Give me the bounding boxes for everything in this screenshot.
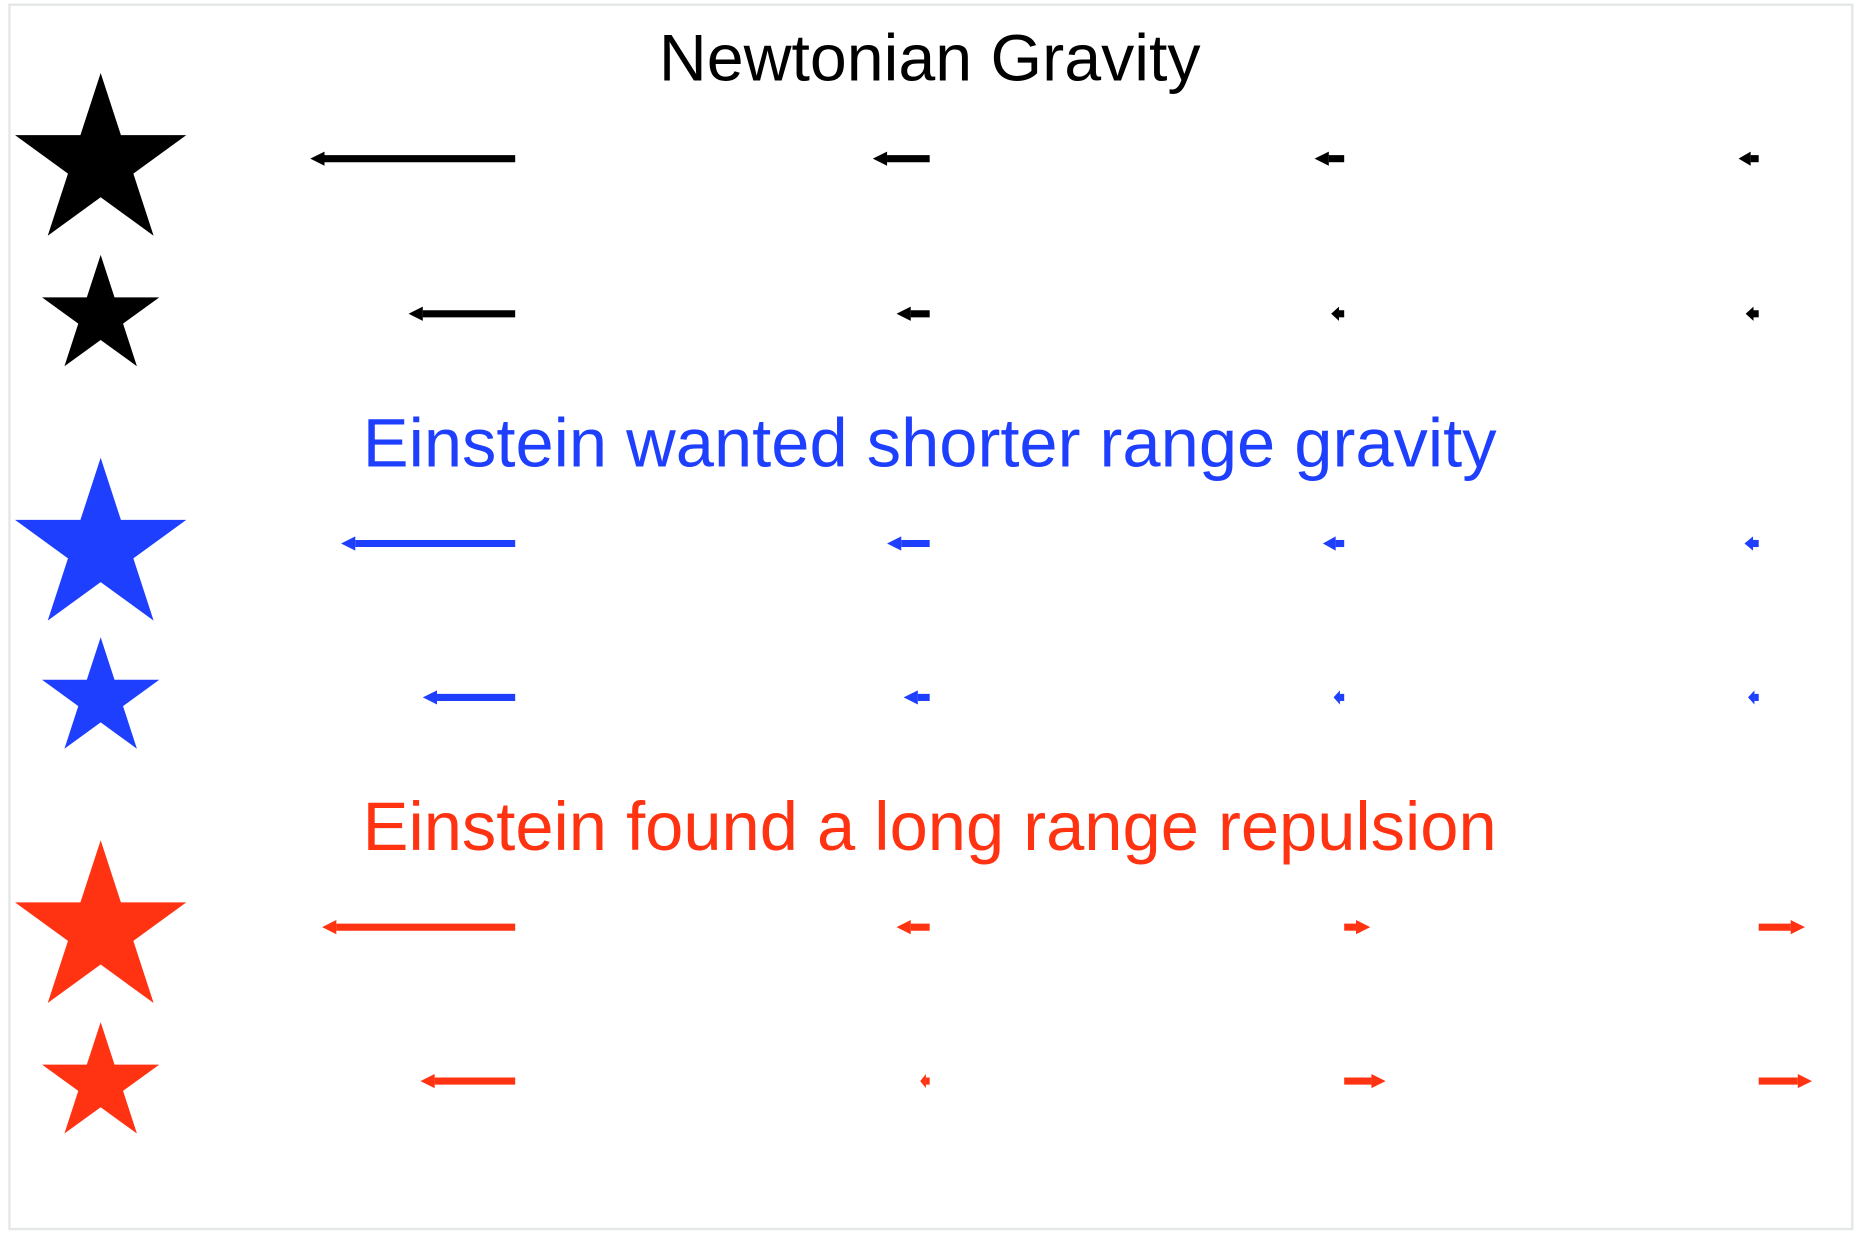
- section-title: Einstein wanted shorter range gravity: [363, 405, 1497, 482]
- arrow-head: [1790, 920, 1805, 935]
- star: [15, 457, 187, 621]
- section-title: Newtonian Gravity: [659, 22, 1202, 96]
- arrow-head: [1797, 1073, 1812, 1089]
- star: [15, 72, 187, 236]
- arrow-head: [896, 920, 911, 935]
- arrow-head: [422, 690, 438, 705]
- star: [15, 840, 187, 1004]
- arrow-head: [1314, 151, 1329, 166]
- section-title: Einstein found a long range repulsion: [363, 788, 1497, 865]
- star: [42, 637, 160, 749]
- arrow-head: [1356, 920, 1371, 935]
- arrow-head: [420, 1073, 435, 1089]
- arrow-head: [322, 920, 337, 935]
- arrow-head: [1322, 536, 1336, 551]
- arrow-head: [1738, 151, 1751, 166]
- arrow-head: [920, 1073, 926, 1089]
- arrow-head: [1371, 1073, 1386, 1089]
- arrow-head: [1745, 306, 1754, 321]
- frame: [8, 3, 1854, 1231]
- arrow-head: [1748, 690, 1755, 705]
- arrow-head: [1333, 690, 1340, 705]
- star: [42, 254, 160, 367]
- arrow-head: [887, 536, 902, 551]
- arrow-head: [408, 306, 423, 321]
- star: [42, 1022, 160, 1134]
- arrow-head: [1331, 306, 1339, 321]
- arrow-head: [1744, 536, 1754, 551]
- arrow-head: [341, 536, 356, 551]
- arrow-head: [903, 690, 918, 705]
- arrow-head: [896, 306, 911, 321]
- arrow-head: [310, 151, 325, 166]
- arrow-head: [872, 151, 888, 166]
